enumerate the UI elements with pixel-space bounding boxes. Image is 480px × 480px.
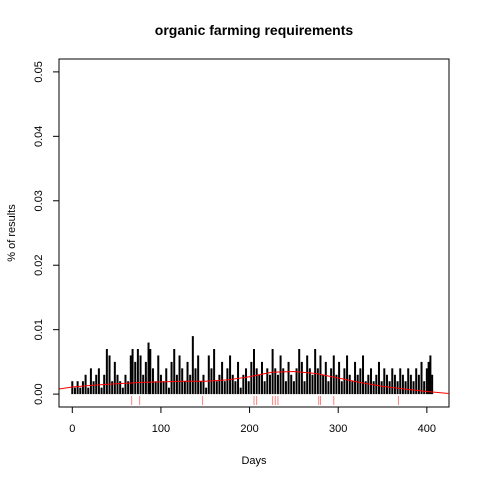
- y-tick-label: 0.03: [33, 190, 45, 211]
- y-tick-label: 0.02: [33, 255, 45, 276]
- x-axis: 0 100 200 300 400: [69, 406, 436, 435]
- chart-title: organic farming requirements: [155, 22, 354, 38]
- y-tick-label: 0.01: [33, 319, 45, 340]
- y-tick-label: 0.00: [33, 383, 45, 404]
- x-axis-label: Days: [241, 455, 267, 467]
- y-axis-label: % of results: [6, 204, 18, 262]
- x-tick-label: 0: [69, 423, 75, 435]
- y-tick-label: 0.05: [33, 61, 45, 82]
- x-tick-label: 200: [240, 423, 258, 435]
- x-tick-label: 100: [152, 423, 170, 435]
- y-axis: 0.00 0.01 0.02 0.03 0.04 0.05: [33, 61, 60, 405]
- x-tick-label: 400: [418, 423, 436, 435]
- x-tick-label: 300: [329, 423, 347, 435]
- rug-marks: [131, 396, 399, 405]
- trend-line: [58, 371, 450, 394]
- y-tick-label: 0.04: [33, 126, 45, 147]
